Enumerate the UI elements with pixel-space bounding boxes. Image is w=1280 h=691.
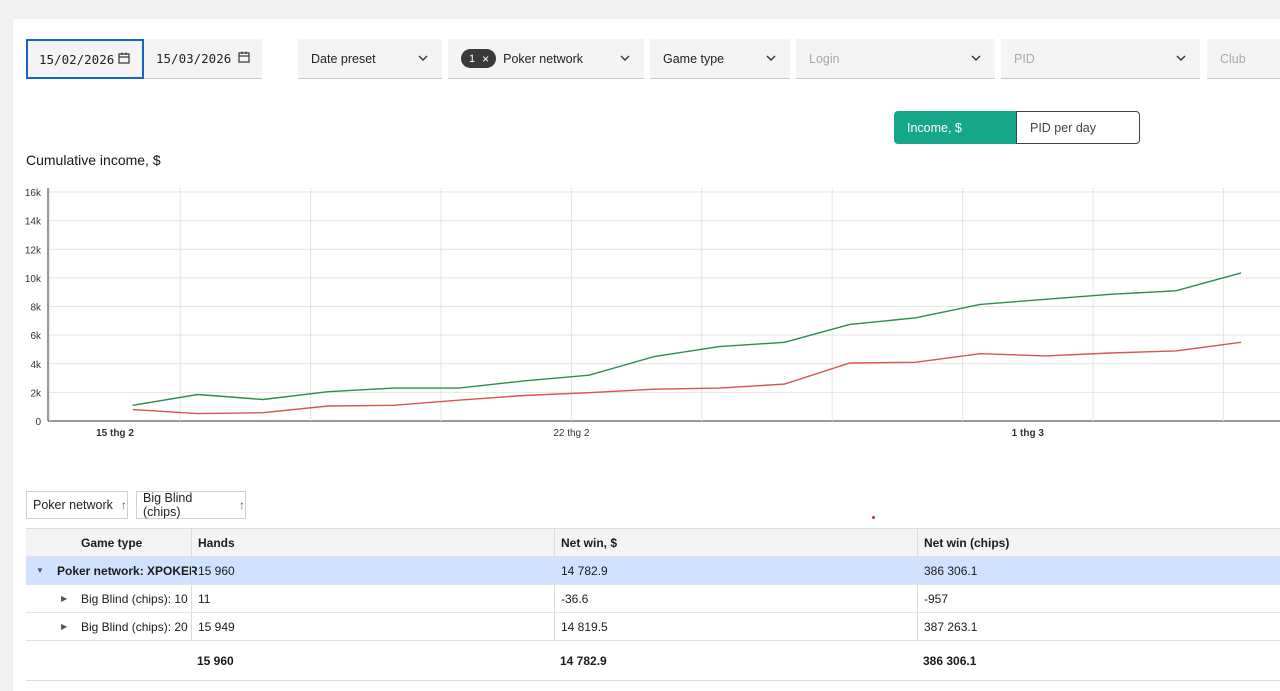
date-to-input[interactable]: 15/03/2026 [144, 39, 262, 79]
table-total-row: 15 960 14 782.9 386 306.1 [26, 641, 1280, 681]
pid-per-day-toggle-button[interactable]: PID per day [1016, 111, 1140, 144]
x-tick-label: 22 thg 2 [553, 428, 590, 439]
total-net-win-chips-cell: 386 306.1 [923, 653, 977, 668]
chevron-down-icon [766, 55, 776, 61]
calendar-icon[interactable] [238, 51, 250, 63]
hands-cell: 11 [191, 585, 554, 612]
net-win-chips-cell: 387 263.1 [917, 613, 1280, 640]
net-win-usd-cell: 14 819.5 [554, 613, 917, 640]
login-dropdown[interactable]: Login [796, 39, 995, 79]
y-tick-label: 14k [25, 217, 42, 228]
column-header-hands[interactable]: Hands [191, 529, 554, 556]
red-dot-marker [872, 516, 875, 519]
results-table: Game type Hands Net win, $ Net win (chip… [26, 528, 1280, 681]
hands-cell: 15 949 [191, 613, 554, 640]
chevron-down-icon [971, 55, 981, 61]
series-line-0 [132, 272, 1242, 406]
club-label: Club [1220, 51, 1246, 66]
sub-row-label: Big Blind (chips): 20 [81, 619, 188, 634]
date-preset-dropdown[interactable]: Date preset [298, 39, 442, 79]
chevron-down-icon [418, 55, 428, 61]
collapse-caret-icon[interactable]: ▼ [36, 566, 44, 575]
selected-count: 1 [469, 52, 476, 65]
net-win-usd-cell: 14 782.9 [554, 557, 917, 584]
date-from-value: 15/02/2026 [39, 51, 115, 67]
selected-count-tag[interactable]: 1 × [461, 49, 497, 68]
column-header-game-type[interactable]: Game type [81, 535, 143, 550]
series-line-1 [132, 341, 1242, 415]
sort-up-icon[interactable]: ↑ [239, 498, 245, 512]
date-from-input[interactable]: 15/02/2026 [26, 39, 144, 79]
game-type-dropdown[interactable]: Game type [650, 39, 790, 79]
chart-title: Cumulative income, $ [26, 152, 161, 168]
date-to-value: 15/03/2026 [156, 51, 232, 66]
hands-cell: 15 960 [191, 557, 554, 584]
y-tick-label: 6k [30, 331, 42, 342]
income-chart: 0 2k 4k 6k 8k 10k 12k 14k 16k 15 thg 2 22 thg 2 1 t… [25, 188, 1280, 439]
table-row[interactable]: ▶ Big Blind (chips): 10 11 -36.6 -957 [26, 585, 1280, 613]
pid-dropdown[interactable]: PID [1001, 39, 1200, 79]
y-tick-label: 0 [35, 417, 41, 428]
y-tick-label: 10k [25, 274, 42, 285]
chevron-down-icon [620, 55, 630, 61]
metric-toggle: Income, $ PID per day [894, 111, 1140, 144]
group-chip-label: Poker network [33, 498, 113, 512]
column-header-net-win-chips[interactable]: Net win (chips) [917, 529, 1280, 556]
column-header-net-win-usd[interactable]: Net win, $ [554, 529, 917, 556]
y-tick-label: 8k [30, 303, 42, 314]
table-header: Game type Hands Net win, $ Net win (chip… [26, 529, 1280, 557]
group-chip-poker-network[interactable]: Poker network ↑ [26, 491, 128, 519]
income-toggle-button[interactable]: Income, $ [894, 111, 1016, 144]
chevron-down-icon [1176, 55, 1186, 61]
table-row[interactable]: ▶ Big Blind (chips): 20 15 949 14 819.5 … [26, 613, 1280, 641]
date-preset-label: Date preset [311, 51, 376, 66]
expand-caret-icon[interactable]: ▶ [61, 594, 68, 603]
y-tick-label: 4k [30, 360, 42, 371]
net-win-chips-cell: -957 [917, 585, 1280, 612]
calendar-icon[interactable] [118, 52, 130, 64]
total-label-cell [26, 641, 191, 680]
login-label: Login [809, 51, 840, 66]
clear-selection-icon[interactable]: × [482, 51, 490, 66]
group-label: Poker network: XPOKER [57, 563, 198, 578]
table-row-group[interactable]: ▼ Poker network: XPOKER 15 960 14 782.9 … [26, 557, 1280, 585]
total-hands-cell: 15 960 [197, 653, 234, 668]
x-tick-label: 1 thg 3 [1012, 428, 1045, 439]
club-dropdown[interactable]: Club [1207, 39, 1280, 79]
total-net-win-usd-cell: 14 782.9 [560, 653, 607, 668]
sort-up-icon[interactable]: ↑ [120, 498, 127, 512]
group-chip-big-blind[interactable]: Big Blind (chips) ↑ [136, 491, 246, 519]
net-win-chips-cell: 386 306.1 [917, 557, 1280, 584]
x-tick-label: 15 thg 2 [96, 428, 134, 439]
group-chip-label: Big Blind (chips) [143, 491, 193, 519]
net-win-usd-cell: -36.6 [554, 585, 917, 612]
expand-caret-icon[interactable]: ▶ [61, 622, 68, 631]
pid-label: PID [1014, 51, 1035, 66]
poker-network-dropdown[interactable]: 1 × Poker network [448, 39, 644, 79]
y-tick-label: 12k [25, 245, 42, 256]
poker-network-label: Poker network [503, 51, 584, 66]
sub-row-label: Big Blind (chips): 10 [81, 591, 188, 606]
y-tick-label: 16k [25, 188, 42, 199]
game-type-label: Game type [663, 51, 725, 66]
y-tick-label: 2k [30, 388, 42, 399]
